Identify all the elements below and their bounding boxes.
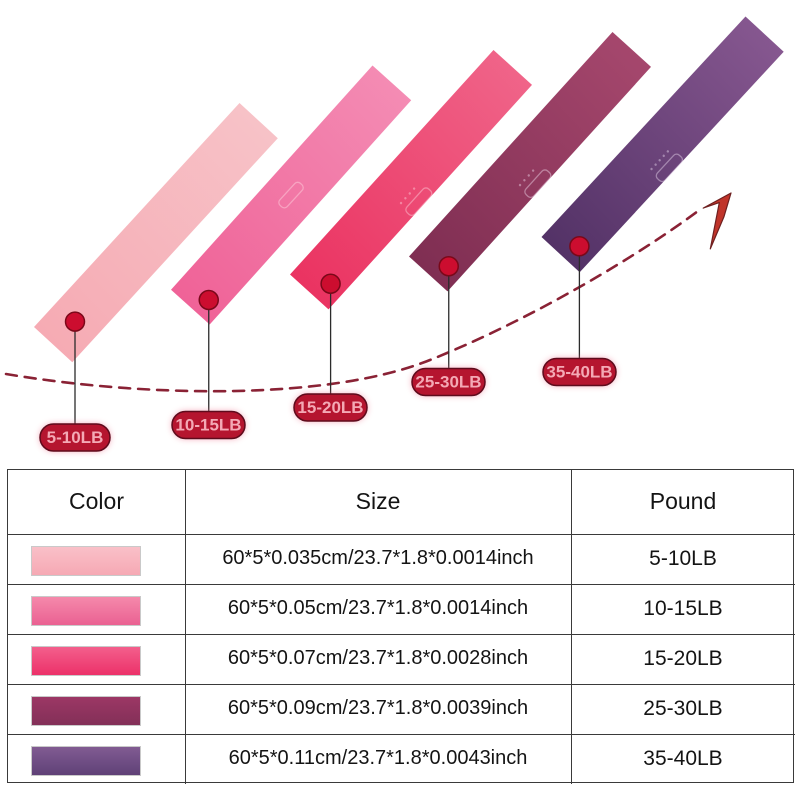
svg-text:25-30LB: 25-30LB [415, 373, 481, 392]
svg-text:15-20LB: 15-20LB [297, 398, 363, 417]
svg-text:5-10LB: 5-10LB [47, 428, 104, 447]
svg-text:35-40LB: 35-40LB [546, 363, 612, 382]
svg-text:10-15LB: 10-15LB [175, 416, 241, 435]
